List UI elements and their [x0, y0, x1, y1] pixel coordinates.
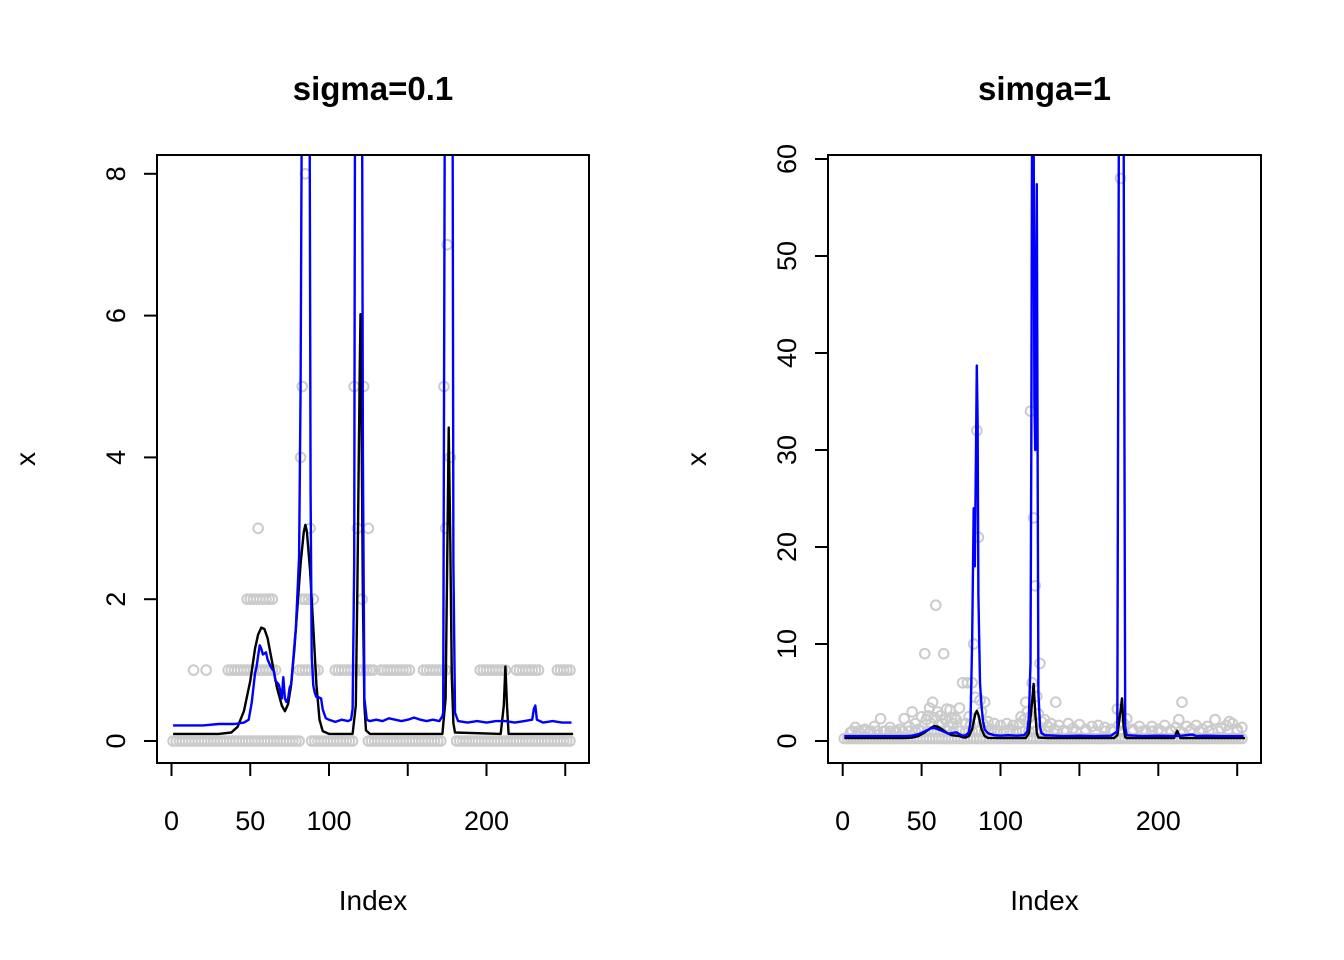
observations-points — [838, 172, 1248, 745]
data-point-circle — [1026, 677, 1038, 689]
data-point-circle — [937, 647, 950, 660]
data-point-circle — [926, 696, 939, 709]
panel-left: 0 50 100 200 0 2 4 6 8 sigma=0.1 Index x — [10, 70, 590, 916]
data-point-circle — [906, 706, 918, 718]
data-point-circle — [293, 735, 305, 747]
data-point-circle — [930, 599, 942, 612]
data-point-circle — [252, 522, 264, 535]
data-point-circle — [1127, 723, 1139, 736]
data-point-circle — [868, 720, 881, 733]
data-point-circle — [1045, 717, 1057, 730]
panel-title: simga=1 — [978, 70, 1111, 107]
data-point-circle — [1042, 720, 1054, 733]
data-point-circle — [1146, 720, 1158, 733]
data-point-circle — [1086, 720, 1098, 733]
observations-points — [167, 168, 576, 747]
y-tick-label: 8 — [101, 166, 131, 181]
data-point-circle — [307, 593, 320, 606]
x-axis-label: Index — [339, 885, 408, 916]
data-point-circle — [1079, 723, 1092, 736]
data-point-circle — [532, 664, 545, 676]
x-tick-label: 0 — [835, 806, 850, 836]
y-tick-label: 30 — [772, 435, 802, 465]
y-axis-label: x — [681, 452, 712, 466]
data-point-circle — [296, 380, 309, 393]
x-tick-label: 200 — [464, 806, 509, 836]
estimate-line — [844, 155, 1244, 738]
panel-title: sigma=0.1 — [293, 70, 454, 107]
data-point-circle — [1176, 696, 1188, 709]
data-point-circle — [564, 664, 576, 676]
data-point-circle — [874, 712, 887, 725]
data-point-circle — [1209, 713, 1221, 726]
estimate-line — [173, 155, 572, 727]
y-tick-label: 10 — [772, 629, 802, 659]
x-axis-label: Index — [1010, 885, 1079, 916]
data-point-circle — [362, 522, 375, 535]
data-point-circle — [302, 593, 315, 606]
data-point-circle — [564, 735, 576, 747]
data-point-circle — [1173, 713, 1185, 726]
y-tick-label: 0 — [772, 733, 802, 748]
data-point-circle — [950, 713, 963, 726]
y-tick-label: 6 — [101, 308, 131, 323]
data-point-circle — [1114, 172, 1127, 185]
data-point-circle — [346, 735, 359, 747]
data-point-circle — [948, 711, 961, 724]
x-tick-label: 100 — [978, 806, 1023, 836]
data-point-circle — [994, 719, 1007, 732]
data-point-circle — [403, 664, 416, 676]
y-tick-label: 20 — [772, 532, 802, 562]
y-tick-label: 50 — [772, 241, 802, 271]
y-tick-label: 2 — [101, 592, 131, 607]
plot-box — [827, 154, 1262, 764]
y-axis-label: x — [10, 452, 41, 466]
true-signal-line — [173, 313, 574, 736]
data-point-circle — [978, 696, 991, 709]
x-tick-label: 100 — [306, 806, 351, 836]
y-tick-label: 0 — [101, 733, 131, 748]
data-point-circle — [367, 664, 379, 676]
data-point-circle — [988, 717, 1000, 730]
y-tick-label: 60 — [772, 144, 802, 174]
y-tick-label: 40 — [772, 338, 802, 368]
data-point-circle — [909, 717, 922, 730]
data-point-circle — [435, 735, 447, 747]
data-point-circle — [1120, 712, 1133, 725]
panel-right: 0 50 100 200 0 10 20 30 40 50 60 simga=1 Index x — [681, 70, 1262, 916]
data-point-circle — [918, 647, 931, 660]
data-point-circle — [1092, 719, 1105, 732]
x-tick-label: 50 — [235, 806, 265, 836]
y-tick-label: 4 — [101, 450, 131, 465]
data-point-circle — [1236, 721, 1248, 734]
data-point-circle — [953, 702, 966, 714]
data-point-circle — [200, 664, 212, 676]
true-signal-line — [844, 682, 1246, 740]
x-tick-label: 50 — [907, 806, 937, 836]
data-point-circle — [1007, 719, 1019, 732]
x-tick-label: 200 — [1136, 806, 1181, 836]
data-point-circle — [187, 664, 200, 676]
data-point-circle — [967, 638, 980, 650]
data-point-circle — [1034, 657, 1046, 670]
x-tick-label: 0 — [164, 806, 179, 836]
plot-box — [156, 154, 590, 764]
data-point-circle — [266, 593, 279, 606]
data-point-circle — [1049, 696, 1062, 709]
data-point-circle — [1001, 717, 1013, 730]
data-point-circle — [1098, 721, 1111, 734]
